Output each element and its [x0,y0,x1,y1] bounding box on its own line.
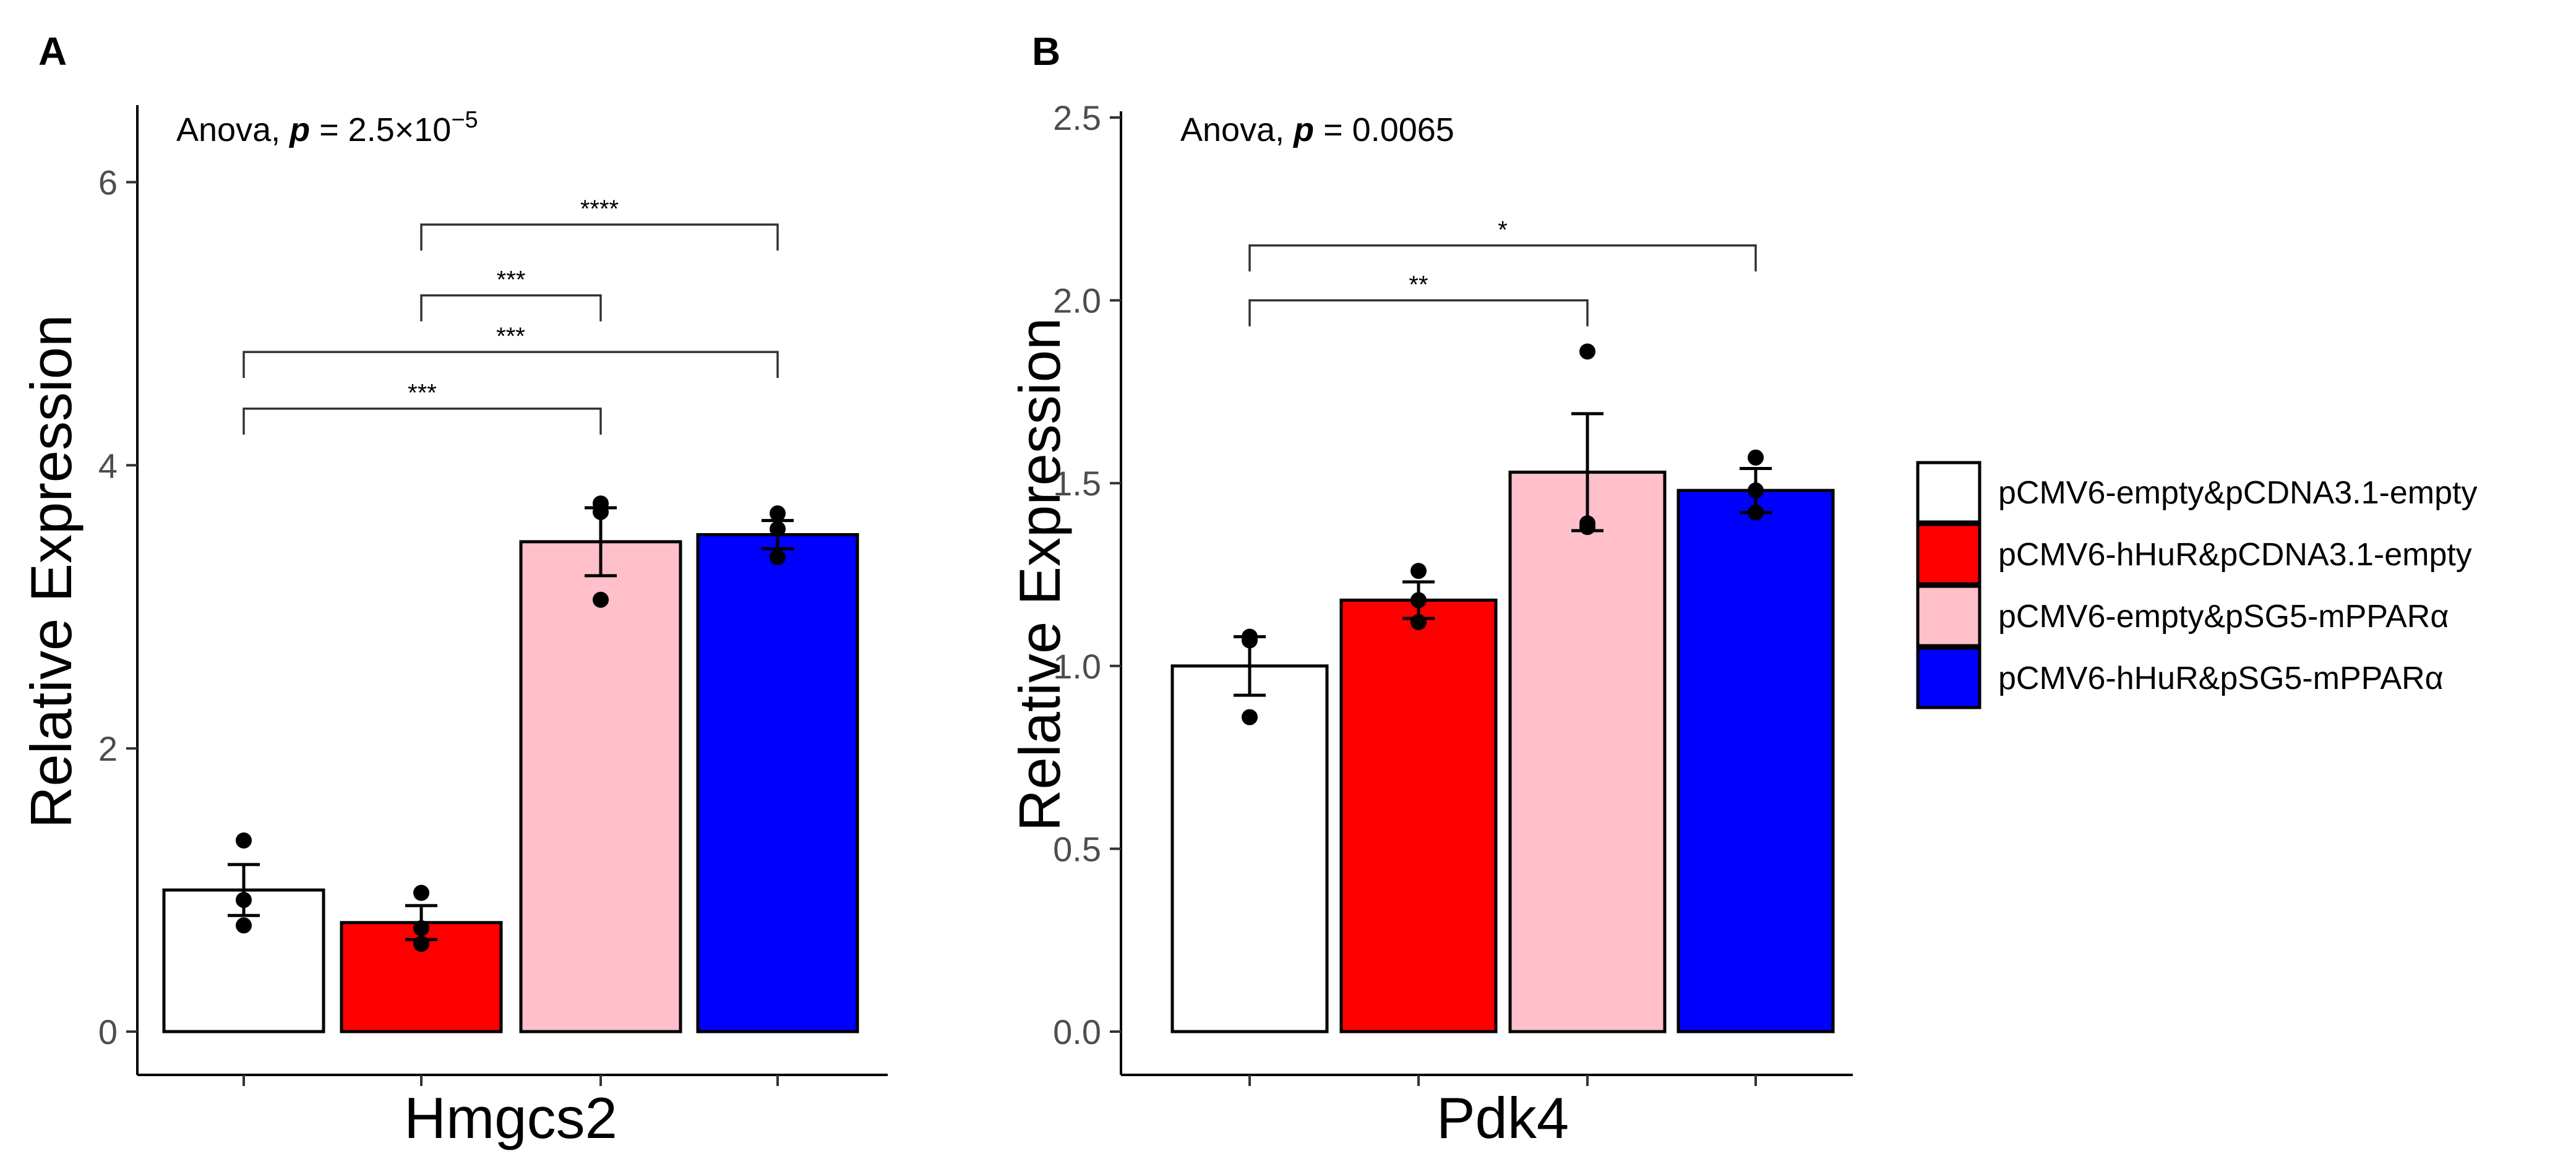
x-axis-label: Hmgcs2 [404,1085,617,1150]
significance-bracket [243,351,779,379]
anova-annotation: Anova, p = 2.5×10−5 [176,107,478,148]
panel-letter: B [1032,29,1060,74]
y-tick-label: 0.0 [1053,1012,1101,1051]
bar [1170,664,1329,1033]
data-point [1579,343,1595,360]
y-tick-label: 2.5 [1053,98,1101,137]
y-tick-label: 6 [98,163,118,202]
legend-label: pCMV6-hHuR&pSG5-mPPARα [1998,661,2444,696]
bar [519,540,682,1033]
legend-swatch [1916,646,1981,709]
legend-label: pCMV6-hHuR&pCDNA3.1-empty [1998,537,2472,573]
data-point [1242,628,1258,645]
significance-bracket [1248,244,1757,272]
y-tick-label: 1.0 [1053,647,1101,686]
data-point [1748,449,1764,466]
y-axis-label: Relative Expression [1007,318,1072,832]
legend-label: pCMV6-empty&pSG5-mPPARα [1998,599,2449,635]
data-point [236,892,252,909]
legend-swatch [1916,584,1981,648]
legend-swatch [1916,461,1981,524]
data-point [1579,515,1595,532]
significance-label: *** [408,380,437,407]
bar [696,533,859,1033]
y-tick-label: 2.0 [1053,281,1101,320]
data-point [593,591,609,608]
panel-a-chart: A 0 2 4 6 Relative Expression Hmgcs2 Anova, p =… [19,29,888,1150]
y-tick-label: 1.5 [1053,464,1101,503]
y-tick-label: 0.5 [1053,829,1101,868]
panel-letter: A [38,29,67,74]
significance-bracket [420,294,602,322]
significance-label: ** [1409,272,1428,299]
significance-label: *** [497,267,526,294]
y-tick-label: 4 [98,446,118,485]
legend-swatch [1916,523,1981,586]
bar [1508,470,1667,1033]
significance-bracket [243,407,602,435]
data-point [413,884,429,901]
bar [1677,489,1835,1033]
bar [1339,598,1498,1033]
significance-bracket [1248,299,1589,327]
x-axis-label: Pdk4 [1436,1085,1569,1150]
panel-b-chart: B 0.0 0.5 1.0 1.5 2.0 2.5 Relative Expression Pd… [1007,29,1853,1150]
y-tick-label: 0 [98,1012,118,1051]
data-point [413,920,429,936]
data-point [1748,482,1764,499]
data-point [770,505,786,522]
significance-label: * [1498,216,1508,244]
data-point [413,936,429,952]
data-point [770,549,786,566]
data-point [593,495,609,512]
data-point [770,521,786,537]
data-point [1242,709,1258,725]
data-point [1748,504,1764,521]
y-tick-label: 2 [98,729,118,768]
legend: pCMV6-empty&pCDNA3.1-empty pCMV6-hHuR&pCD… [1916,461,2477,709]
data-point [1410,614,1427,630]
y-axis-label: Relative Expression [19,315,84,829]
anova-annotation: Anova, p = 0.0065 [1180,111,1454,148]
legend-label: pCMV6-empty&pCDNA3.1-empty [1998,475,2477,511]
data-point [1410,592,1427,609]
significance-label: **** [580,195,619,223]
significance-label: *** [496,323,525,350]
significance-bracket [420,223,779,251]
data-point [1410,563,1427,580]
data-point [236,832,252,849]
data-point [236,917,252,934]
